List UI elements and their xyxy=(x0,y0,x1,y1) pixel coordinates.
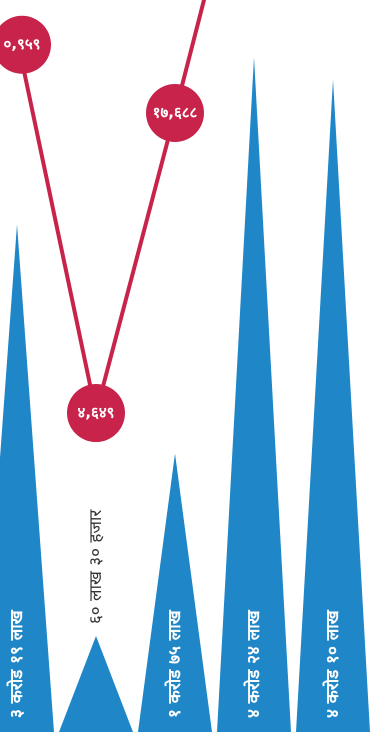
line xyxy=(15,0,207,414)
bar-value-label: ६० लाख ३० हजार xyxy=(86,509,106,624)
point xyxy=(67,384,125,443)
point-label: ०,९५९ xyxy=(4,35,41,53)
point-label: १७,६८८ xyxy=(153,104,198,122)
triangle-bar xyxy=(59,636,133,732)
triangle-bar xyxy=(217,57,291,732)
bar-value-label: १ करोड ७५ लाख xyxy=(164,609,185,718)
point-label: ४,६४९ xyxy=(78,404,115,422)
point xyxy=(0,15,51,74)
triangle-bar xyxy=(296,79,370,733)
bar-value-label: ३ करोड १९ लाख xyxy=(6,609,27,718)
point xyxy=(146,84,204,143)
bar-value-label: ४ करोड १० लाख xyxy=(322,609,343,718)
triangle-bar xyxy=(0,224,54,732)
triangle-bar xyxy=(138,453,212,732)
bar-value-label: ४ करोड २४ लाख xyxy=(243,609,264,718)
